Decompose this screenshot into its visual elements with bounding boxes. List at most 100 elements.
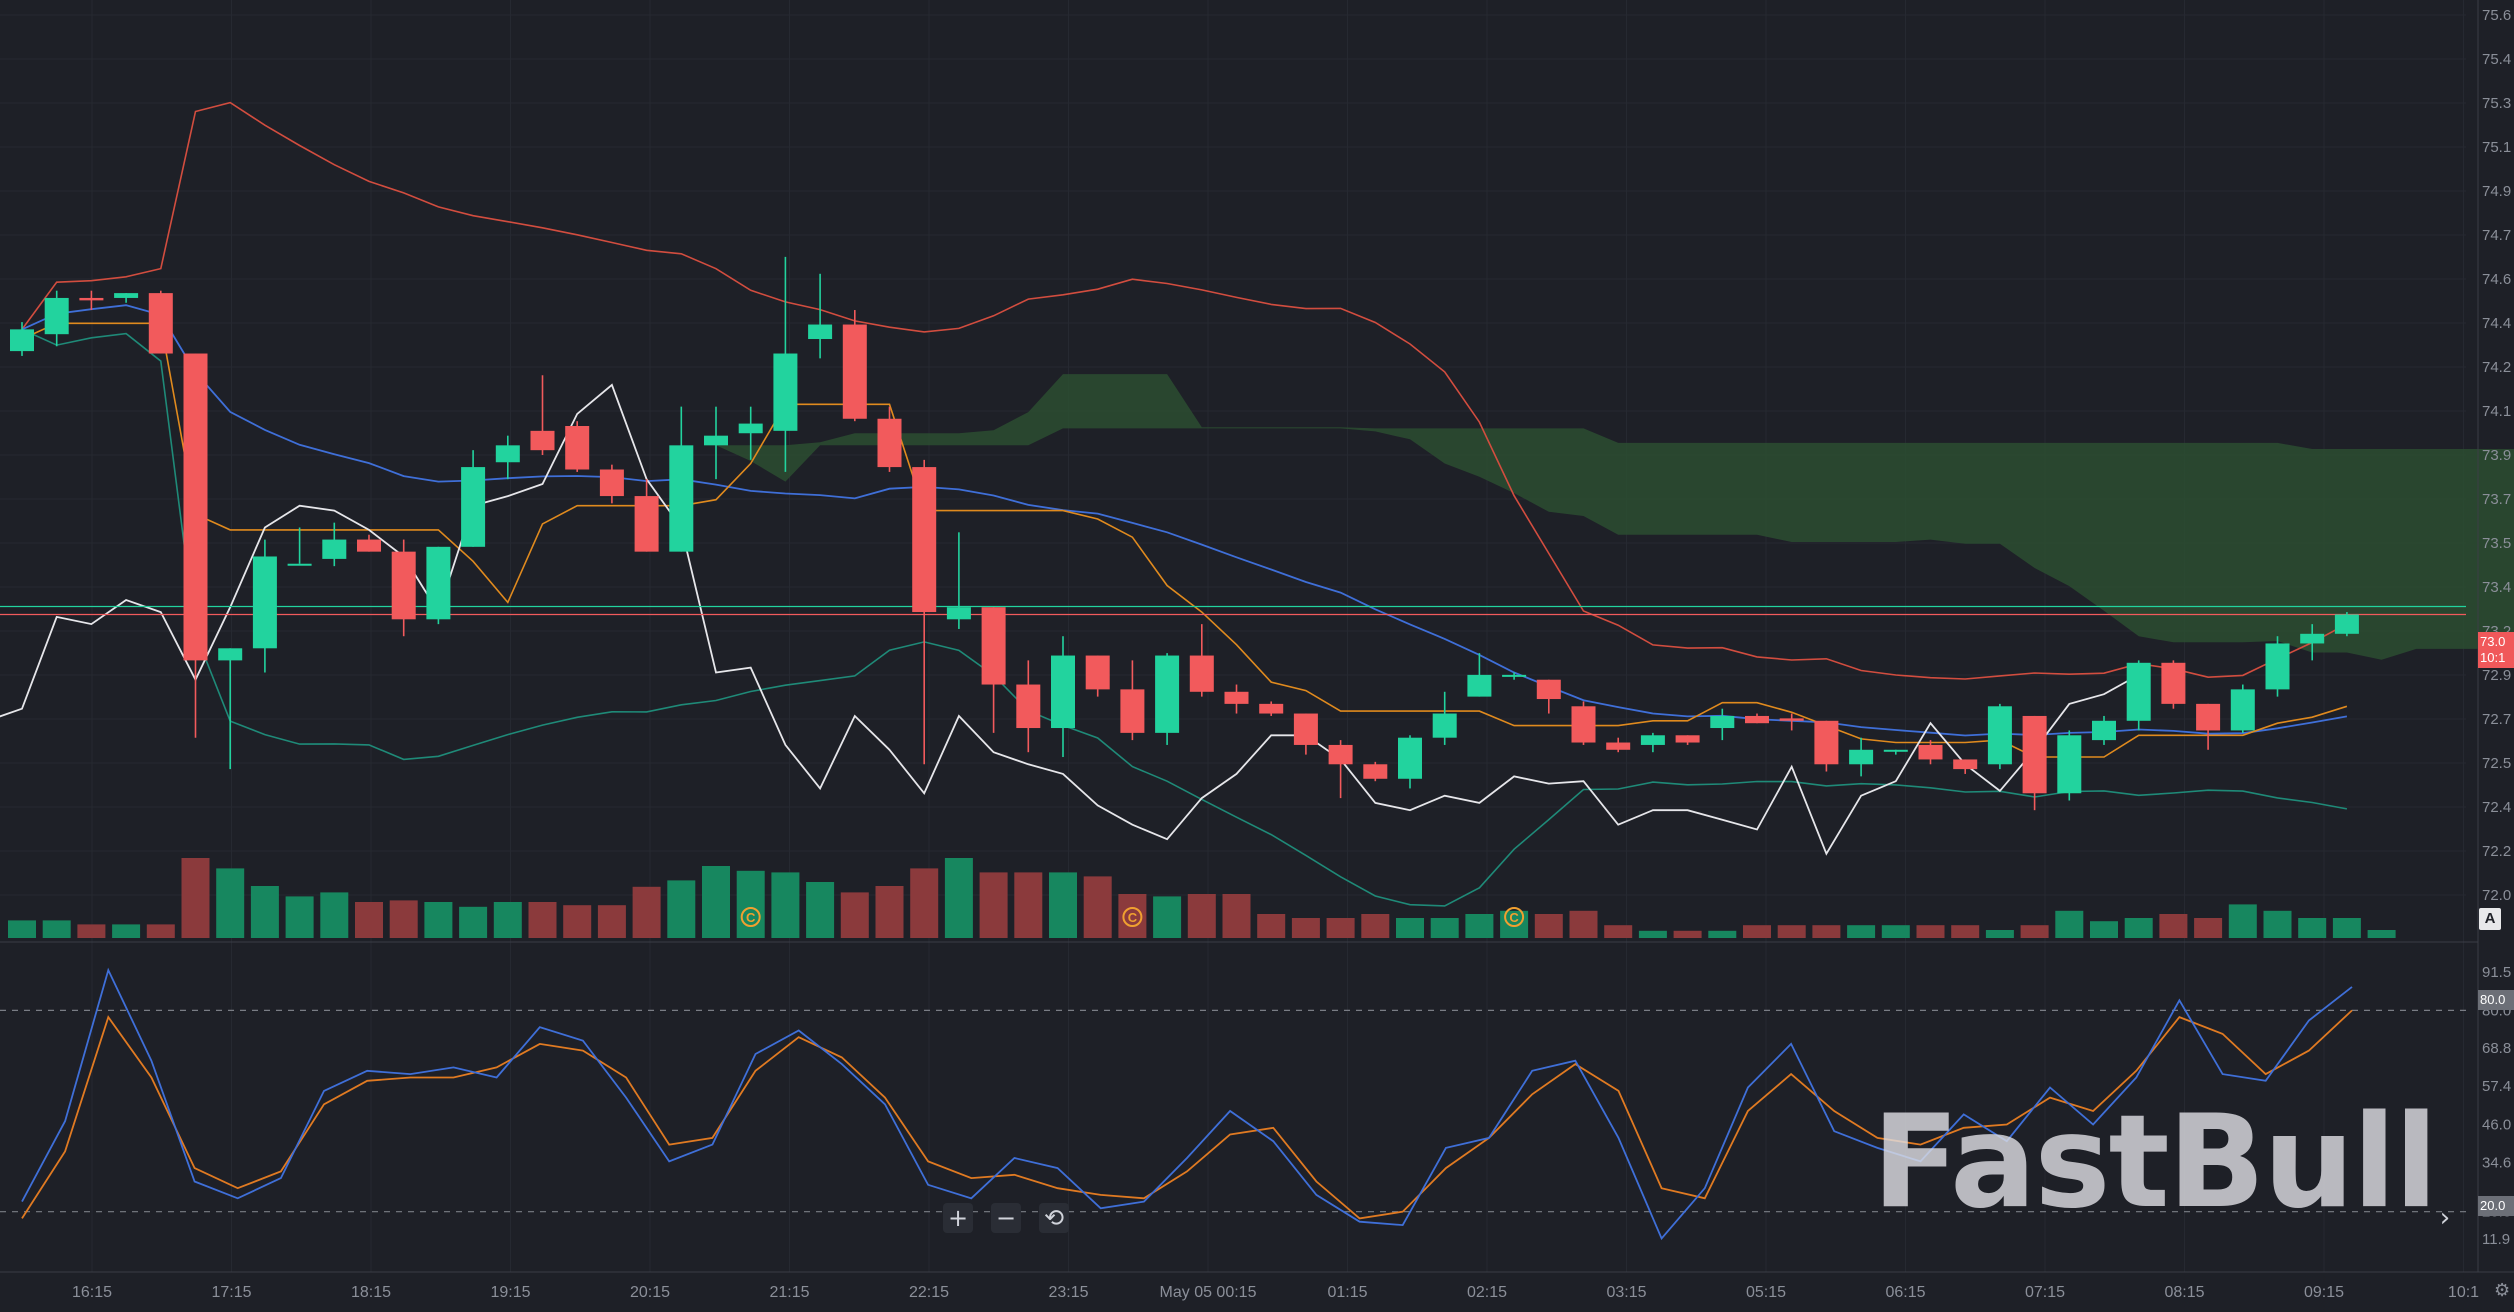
candle-body bbox=[2230, 689, 2255, 731]
volume-bar bbox=[1847, 925, 1876, 938]
volume-bar bbox=[1708, 930, 1737, 938]
price-tick-label: 73.5 bbox=[2482, 535, 2511, 552]
bollinger-upper-line bbox=[21, 101, 2348, 680]
volume-bar bbox=[1049, 872, 1077, 938]
time-tick-label: 03:15 bbox=[1606, 1284, 1646, 1301]
price-tick-label: 72.4 bbox=[2482, 799, 2511, 816]
stoch-fast-line bbox=[21, 967, 2353, 1241]
candle-body bbox=[1571, 706, 1596, 743]
time-tick-label: 21:15 bbox=[769, 1284, 809, 1301]
time-tick-label: 20:15 bbox=[630, 1284, 670, 1301]
volume-bar bbox=[2367, 930, 2396, 938]
event-marker-icon bbox=[740, 907, 761, 927]
candle-body bbox=[1189, 655, 1214, 692]
volume-bar bbox=[2124, 918, 2153, 938]
volume-bar bbox=[1812, 925, 1841, 938]
volume-bar bbox=[1951, 925, 1980, 938]
volume-bar bbox=[1083, 876, 1112, 938]
time-tick-label: 23:15 bbox=[1048, 1284, 1088, 1301]
candle-body bbox=[808, 324, 833, 340]
price-tick-label: 72.0 bbox=[2482, 887, 2511, 904]
candle-body bbox=[1016, 684, 1041, 729]
volume-bar bbox=[2020, 925, 2049, 938]
volume-bar bbox=[2228, 904, 2257, 938]
candle-body bbox=[2196, 703, 2221, 731]
candle-body bbox=[2092, 720, 2116, 741]
time-tick-label: 18:15 bbox=[351, 1284, 391, 1301]
time-tick-label: 10:1 bbox=[2448, 1284, 2479, 1301]
candle-body bbox=[391, 551, 416, 620]
volume-bar bbox=[42, 920, 71, 938]
price-tick-label: 72.9 bbox=[2482, 667, 2511, 684]
time-tick-label: 19:15 bbox=[490, 1284, 530, 1301]
event-marker-label: C bbox=[746, 910, 756, 925]
candle-body bbox=[79, 297, 104, 301]
candle-body bbox=[44, 297, 69, 335]
price-tick-label: 73.9 bbox=[2482, 447, 2511, 464]
candle-body bbox=[148, 293, 173, 354]
candle-body bbox=[1640, 735, 1665, 745]
candle-body bbox=[1814, 720, 1839, 765]
scroll-right-icon[interactable]: › bbox=[2439, 1203, 2451, 1233]
price-tick-label: 74.1 bbox=[2482, 403, 2511, 420]
volume-bar bbox=[2055, 910, 2084, 938]
candle-body bbox=[1224, 691, 1249, 704]
time-tick-label: 17:15 bbox=[211, 1284, 251, 1301]
volume-bar bbox=[1534, 914, 1563, 938]
volume-bar bbox=[1014, 872, 1043, 938]
volume-bar bbox=[1153, 896, 1182, 938]
last-price-tag: 73.0 bbox=[2478, 632, 2514, 652]
candle-body bbox=[1328, 744, 1353, 765]
candle-body bbox=[2161, 662, 2186, 704]
price-tick-label: 73.7 bbox=[2482, 491, 2511, 508]
fastbull-logo: FastBull bbox=[1872, 1088, 2438, 1237]
candle-body bbox=[634, 496, 659, 552]
candle-body bbox=[530, 430, 555, 451]
reset-button[interactable]: ⟲ bbox=[1039, 1203, 1069, 1233]
candle-body bbox=[2022, 715, 2047, 794]
volume-bar bbox=[181, 858, 210, 938]
candle-body bbox=[1883, 749, 1908, 752]
bollinger-lower-line bbox=[21, 328, 2348, 907]
volume-bar bbox=[2298, 918, 2327, 938]
time-tick-label: 22:15 bbox=[909, 1284, 949, 1301]
candle-body bbox=[1710, 715, 1735, 729]
price-tick-label: 75.1 bbox=[2482, 139, 2511, 156]
level-tag-lower: 20.0 bbox=[2478, 1196, 2514, 1216]
candle-body bbox=[599, 469, 624, 497]
kijun-line bbox=[21, 304, 2348, 737]
candle-body bbox=[1606, 742, 1631, 750]
candle-body bbox=[773, 353, 798, 431]
volume-bar bbox=[910, 868, 939, 938]
stoch-slow-line bbox=[21, 1009, 2353, 1220]
candle-body bbox=[738, 423, 763, 434]
candle-body bbox=[183, 353, 208, 661]
volume-bar bbox=[563, 905, 592, 938]
price-tick-label: 75.4 bbox=[2482, 51, 2511, 68]
candle-body bbox=[357, 539, 381, 552]
price-tick-label: 72.7 bbox=[2482, 711, 2511, 728]
volume-bar bbox=[285, 896, 314, 938]
candle-body bbox=[565, 426, 590, 470]
candle-body bbox=[1432, 713, 1457, 738]
volume-bar bbox=[806, 882, 835, 938]
auto-scale-button[interactable]: A bbox=[2479, 908, 2501, 930]
candle-body bbox=[1363, 764, 1388, 779]
volume-bar bbox=[1291, 918, 1320, 938]
zoom-out-button[interactable]: − bbox=[991, 1203, 1021, 1233]
volume-bar bbox=[840, 892, 869, 938]
candle-body bbox=[2265, 643, 2290, 690]
settings-gear-icon[interactable]: ⚙ bbox=[2494, 1280, 2511, 1301]
event-marker-icon bbox=[1122, 907, 1143, 927]
zoom-in-button[interactable]: + bbox=[943, 1203, 973, 1233]
volume-bar bbox=[2263, 910, 2292, 938]
candle-body bbox=[1120, 689, 1145, 733]
volume-bar bbox=[355, 902, 383, 938]
candle-body bbox=[426, 546, 451, 620]
volume-bar bbox=[320, 892, 349, 938]
volume-bar bbox=[1257, 914, 1286, 938]
candle-body bbox=[461, 467, 486, 547]
volume-bar bbox=[146, 924, 175, 938]
candle-body bbox=[2126, 662, 2151, 721]
